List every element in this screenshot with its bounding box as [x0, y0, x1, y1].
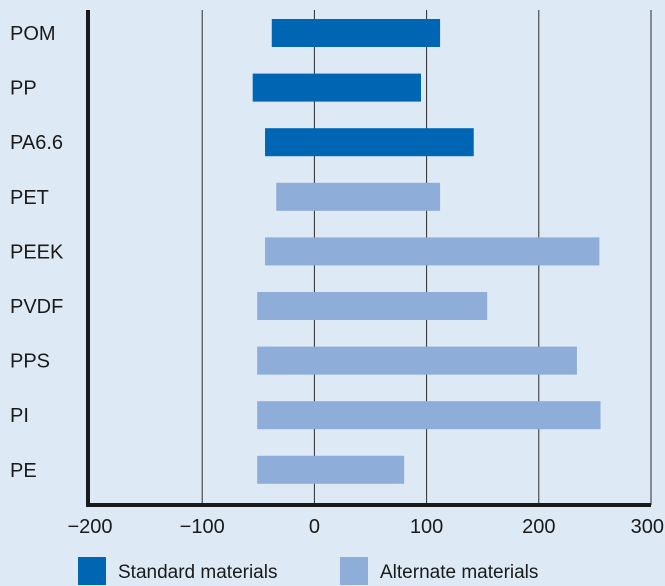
category-label: PVDF: [10, 296, 63, 318]
category-label: PPS: [10, 351, 50, 373]
category-label: PA6.6: [10, 132, 63, 154]
bar-peek: [265, 237, 600, 266]
legend: Standard materials Alternate materials: [78, 557, 538, 585]
x-tick-label: −200: [67, 516, 112, 538]
legend-swatch: [340, 557, 368, 585]
legend-label: Standard materials: [118, 562, 277, 583]
bar-pet: [276, 182, 441, 211]
axes: [86, 10, 651, 507]
category-label: PP: [10, 78, 37, 100]
x-tick-label: −100: [180, 516, 225, 538]
bar-pom: [271, 19, 441, 47]
category-label: PEEK: [10, 241, 64, 263]
bar-pa6-6: [265, 128, 474, 157]
x-tick-label: 0: [309, 516, 320, 538]
category-label: POM: [10, 23, 56, 45]
x-tick-label: 100: [410, 516, 443, 538]
bar-pp: [252, 73, 421, 102]
legend-swatch: [78, 557, 106, 585]
x-tick-label: 200: [522, 516, 555, 538]
bars: [252, 19, 601, 484]
x-tick-label: 300: [631, 516, 664, 538]
bar-pvdf: [257, 292, 488, 320]
legend-label: Alternate materials: [380, 562, 538, 583]
x-tick-labels: −200 −100 0 100 200 300: [67, 516, 664, 538]
bar-pi: [257, 401, 601, 430]
bar-pps: [257, 346, 577, 375]
bar-pe: [257, 455, 405, 484]
category-labels: POM PP PA6.6 PET PEEK PVDF PPS PI PE: [10, 23, 64, 482]
category-label: PE: [10, 460, 37, 482]
category-label: PI: [10, 405, 29, 427]
category-label: PET: [10, 187, 49, 209]
